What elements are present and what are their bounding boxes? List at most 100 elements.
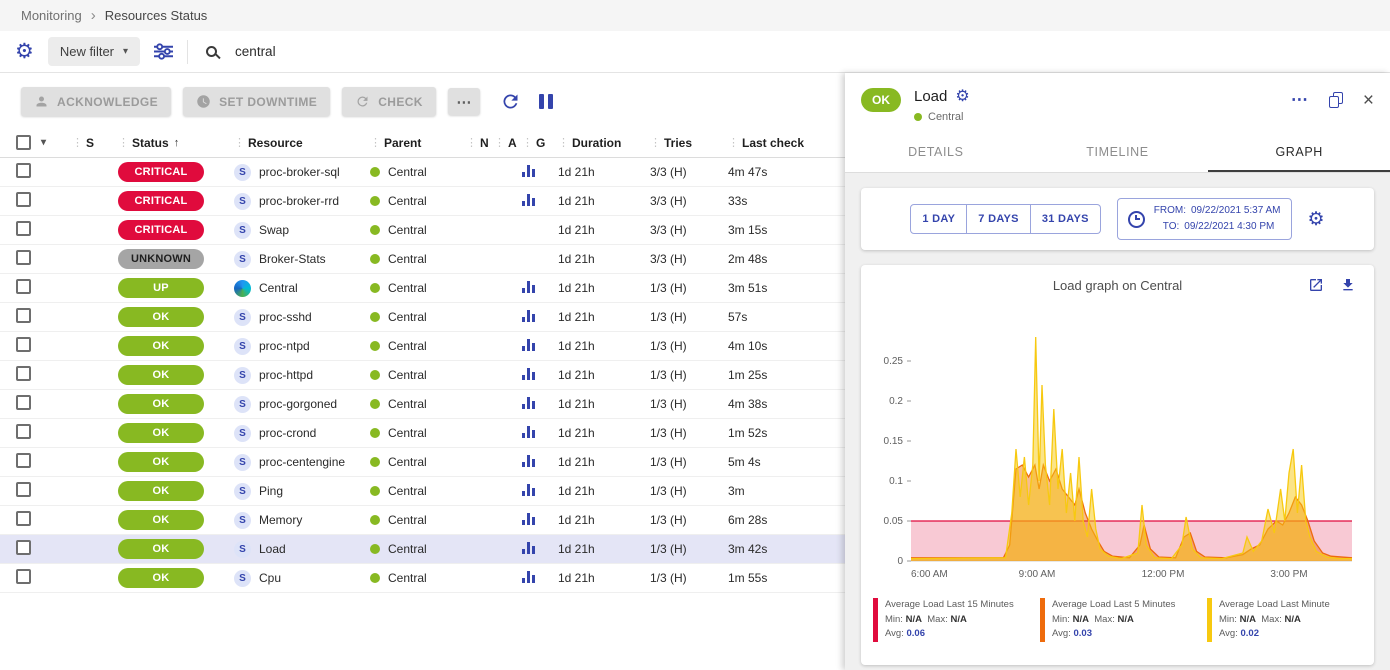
graph-icon[interactable] xyxy=(522,570,535,583)
parent-name[interactable]: Central xyxy=(388,339,427,353)
row-checkbox[interactable] xyxy=(16,424,31,439)
graph-icon[interactable] xyxy=(522,454,535,467)
row-checkbox[interactable] xyxy=(16,511,31,526)
row-checkbox[interactable] xyxy=(16,482,31,497)
column-header-status[interactable]: ⋮ Status ↑ xyxy=(118,135,180,150)
graph-settings-gear-icon[interactable]: ⚙ xyxy=(1307,208,1325,230)
graph-icon[interactable] xyxy=(522,483,535,496)
custom-time-range[interactable]: FROM: 09/22/2021 5:37 AM TO: 09/22/2021 4:… xyxy=(1116,198,1292,240)
table-row[interactable]: OK S Ping Central 1d 21h 1/3 (H) 3m xyxy=(0,477,845,506)
column-header-severity[interactable]: ⋮ S xyxy=(72,135,95,150)
column-header-parent[interactable]: ⋮ Parent xyxy=(370,135,422,150)
time-range-button[interactable]: 31 DAYS xyxy=(1030,204,1101,234)
breadcrumb-monitoring[interactable]: Monitoring xyxy=(21,8,82,23)
resource-name[interactable]: proc-centengine xyxy=(259,455,346,469)
parent-name[interactable]: Central xyxy=(388,281,427,295)
resource-name[interactable]: Memory xyxy=(259,513,303,527)
resource-name[interactable]: proc-sshd xyxy=(259,310,312,324)
row-checkbox[interactable] xyxy=(16,163,31,178)
resource-name[interactable]: proc-httpd xyxy=(259,368,314,382)
parent-name[interactable]: Central xyxy=(388,542,427,556)
graph-icon[interactable] xyxy=(522,338,535,351)
resource-name[interactable]: Central xyxy=(259,281,298,295)
acknowledge-button[interactable]: ACKNOWLEDGE xyxy=(21,87,172,116)
parent-name[interactable]: Central xyxy=(388,455,427,469)
breadcrumb-resources-status[interactable]: Resources Status xyxy=(104,8,208,23)
resource-name[interactable]: proc-ntpd xyxy=(259,339,310,353)
set-downtime-button[interactable]: SET DOWNTIME xyxy=(183,87,331,116)
row-checkbox[interactable] xyxy=(16,366,31,381)
resource-name[interactable]: proc-gorgoned xyxy=(259,397,338,411)
resource-name[interactable]: Swap xyxy=(259,223,290,237)
parent-name[interactable]: Central xyxy=(388,484,427,498)
time-range-button[interactable]: 7 DAYS xyxy=(967,204,1031,234)
column-header-tries[interactable]: ⋮ Tries xyxy=(650,135,693,150)
resource-name[interactable]: proc-broker-sql xyxy=(259,165,340,179)
time-range-button[interactable]: 1 DAY xyxy=(910,204,968,234)
copy-link-icon[interactable] xyxy=(1328,92,1343,108)
parent-name[interactable]: Central xyxy=(388,571,427,585)
parent-name[interactable]: Central xyxy=(388,426,427,440)
parent-name[interactable]: Central xyxy=(388,513,427,527)
legend-item[interactable]: Average Load Last Minute Min: N/A Max: N/… xyxy=(1207,598,1362,643)
tab-timeline[interactable]: TIMELINE xyxy=(1086,145,1149,159)
tab-details[interactable]: DETAILS xyxy=(908,145,964,159)
legend-item[interactable]: Average Load Last 15 Minutes Min: N/A Max… xyxy=(873,598,1028,643)
resource-name[interactable]: proc-broker-rrd xyxy=(259,194,340,208)
row-checkbox[interactable] xyxy=(16,279,31,294)
download-icon[interactable] xyxy=(1340,277,1356,293)
resource-name[interactable]: Broker-Stats xyxy=(259,252,326,266)
column-header-notification[interactable]: ⋮ N xyxy=(466,135,489,150)
row-checkbox[interactable] xyxy=(16,192,31,207)
check-button[interactable]: CHECK xyxy=(342,87,436,116)
graph-icon[interactable] xyxy=(522,425,535,438)
row-checkbox[interactable] xyxy=(16,250,31,265)
open-in-new-icon[interactable] xyxy=(1308,277,1324,293)
parent-name[interactable]: Central xyxy=(388,223,427,237)
refresh-button[interactable] xyxy=(500,91,521,112)
parent-name[interactable]: Central xyxy=(388,368,427,382)
resource-name[interactable]: proc-crond xyxy=(259,426,317,440)
column-header-acknowledged[interactable]: ⋮ A xyxy=(494,135,517,150)
row-checkbox[interactable] xyxy=(16,540,31,555)
graph-icon[interactable] xyxy=(522,541,535,554)
table-row[interactable]: UNKNOWN S Broker-Stats Central 1d 21h 3/3 (H)… xyxy=(0,245,845,274)
select-menu-caret-icon[interactable]: ▾ xyxy=(41,137,47,148)
table-row[interactable]: OK S Cpu Central 1d 21h 1/3 (H) 1m 55s xyxy=(0,564,845,593)
table-row[interactable]: UP Central Central 1d 21h 1/3 (H) 3m 51s xyxy=(0,274,845,303)
filter-settings-gear-icon[interactable]: ⚙ xyxy=(15,40,34,63)
column-header-duration[interactable]: ⋮ Duration xyxy=(558,135,622,150)
parent-name[interactable]: Central xyxy=(388,252,427,266)
row-checkbox[interactable] xyxy=(16,308,31,323)
row-checkbox[interactable] xyxy=(16,453,31,468)
table-row[interactable]: OK S Load Central 1d 21h 1/3 (H) 3m 42s xyxy=(0,535,845,564)
new-filter-dropdown[interactable]: New filter ▾ xyxy=(47,37,141,66)
graph-icon[interactable] xyxy=(522,164,535,177)
parent-name[interactable]: Central xyxy=(388,310,427,324)
graph-icon[interactable] xyxy=(522,512,535,525)
parent-name[interactable]: Central xyxy=(388,397,427,411)
graph-icon[interactable] xyxy=(522,309,535,322)
row-checkbox[interactable] xyxy=(16,221,31,236)
table-row[interactable]: OK S Memory Central 1d 21h 1/3 (H) 6m 28s xyxy=(0,506,845,535)
row-checkbox[interactable] xyxy=(16,337,31,352)
graph-icon[interactable] xyxy=(522,367,535,380)
table-row[interactable]: CRITICAL S Swap Central 1d 21h 3/3 (H) 3m 15s xyxy=(0,216,845,245)
panel-more-icon[interactable]: ⋯ xyxy=(1290,90,1309,109)
column-header-last-check[interactable]: ⋮ Last check xyxy=(728,135,805,150)
resource-name[interactable]: Ping xyxy=(259,484,284,498)
column-header-graph[interactable]: ⋮ G xyxy=(522,135,546,150)
panel-settings-gear-icon[interactable]: ⚙ xyxy=(955,88,970,105)
parent-name[interactable]: Central xyxy=(388,165,427,179)
filter-tune-icon[interactable] xyxy=(154,43,174,60)
parent-name[interactable]: Central xyxy=(388,194,427,208)
legend-item[interactable]: Average Load Last 5 Minutes Min: N/A Max:… xyxy=(1040,598,1195,643)
search-input[interactable] xyxy=(235,44,1375,59)
